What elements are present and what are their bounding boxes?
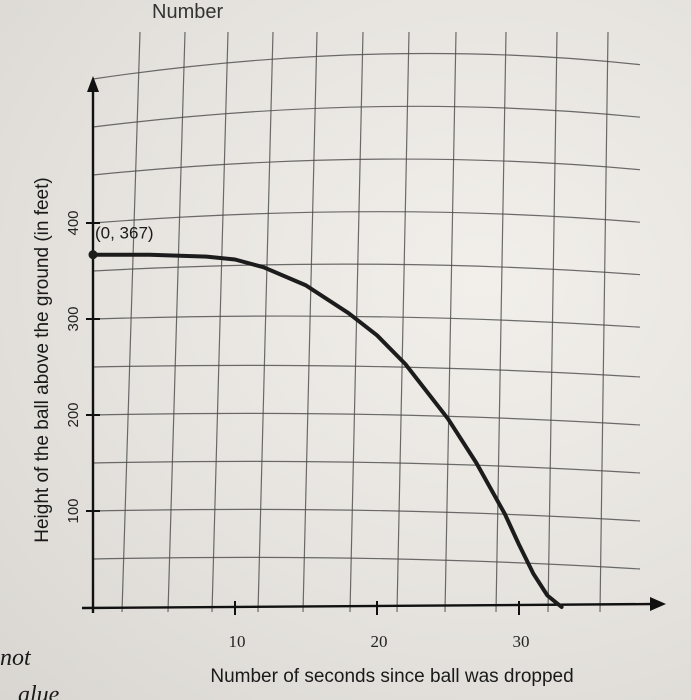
y-axis-arrow: [87, 76, 99, 92]
grid-line-horizontal: [92, 211, 641, 224]
data-curve: [91, 252, 564, 609]
page-fragment-top: Number: [152, 1, 223, 23]
grid-line-vertical: [599, 31, 609, 613]
grid-line-horizontal: [92, 52, 641, 80]
y-tick-label: 100: [65, 498, 82, 523]
grid-line-vertical: [495, 31, 507, 613]
labels: Number not alue Number of seconds since …: [0, 1, 574, 700]
grid-line-vertical: [302, 31, 318, 613]
grid-line-vertical: [396, 31, 410, 613]
point-annotation: (0, 367): [95, 224, 154, 243]
grid-line-horizontal: [92, 263, 641, 276]
grid-line-horizontal: [92, 315, 641, 328]
grid-line-horizontal: [92, 460, 641, 474]
grid-line-horizontal: [92, 556, 641, 570]
grid-line-vertical: [257, 31, 274, 613]
x-axis-title: Number of seconds since ball was dropped: [210, 666, 573, 687]
grid-line-vertical: [444, 31, 457, 613]
x-tick-label: 20: [371, 632, 388, 651]
grid-line-horizontal: [92, 105, 641, 128]
x-tick-label: 10: [229, 632, 246, 651]
grid-line-horizontal: [92, 158, 641, 176]
series: [88, 250, 564, 609]
data-point-start: [88, 250, 98, 260]
grid: [92, 31, 641, 613]
grid-line-vertical: [121, 31, 141, 613]
page-fragment-left-2: alue: [18, 682, 60, 700]
page-fragment-left: not: [0, 645, 32, 671]
grid-line-vertical: [349, 31, 364, 613]
grid-line-horizontal: [92, 364, 641, 378]
grid-line-horizontal: [92, 412, 641, 426]
axes: [81, 76, 666, 613]
y-tick-label: 300: [65, 306, 82, 331]
ticks: 100 200 300 400 10 20 30: [65, 210, 530, 651]
grid-line-horizontal: [92, 508, 641, 522]
y-tick-label: 400: [65, 210, 82, 235]
grid-line-vertical: [167, 31, 186, 613]
x-tick-label: 30: [513, 632, 530, 651]
y-axis-title: Height of the ball above the ground (in …: [32, 177, 53, 542]
x-axis-arrow: [650, 597, 666, 611]
y-tick-label: 200: [65, 402, 82, 427]
grid-line-vertical: [211, 31, 229, 613]
